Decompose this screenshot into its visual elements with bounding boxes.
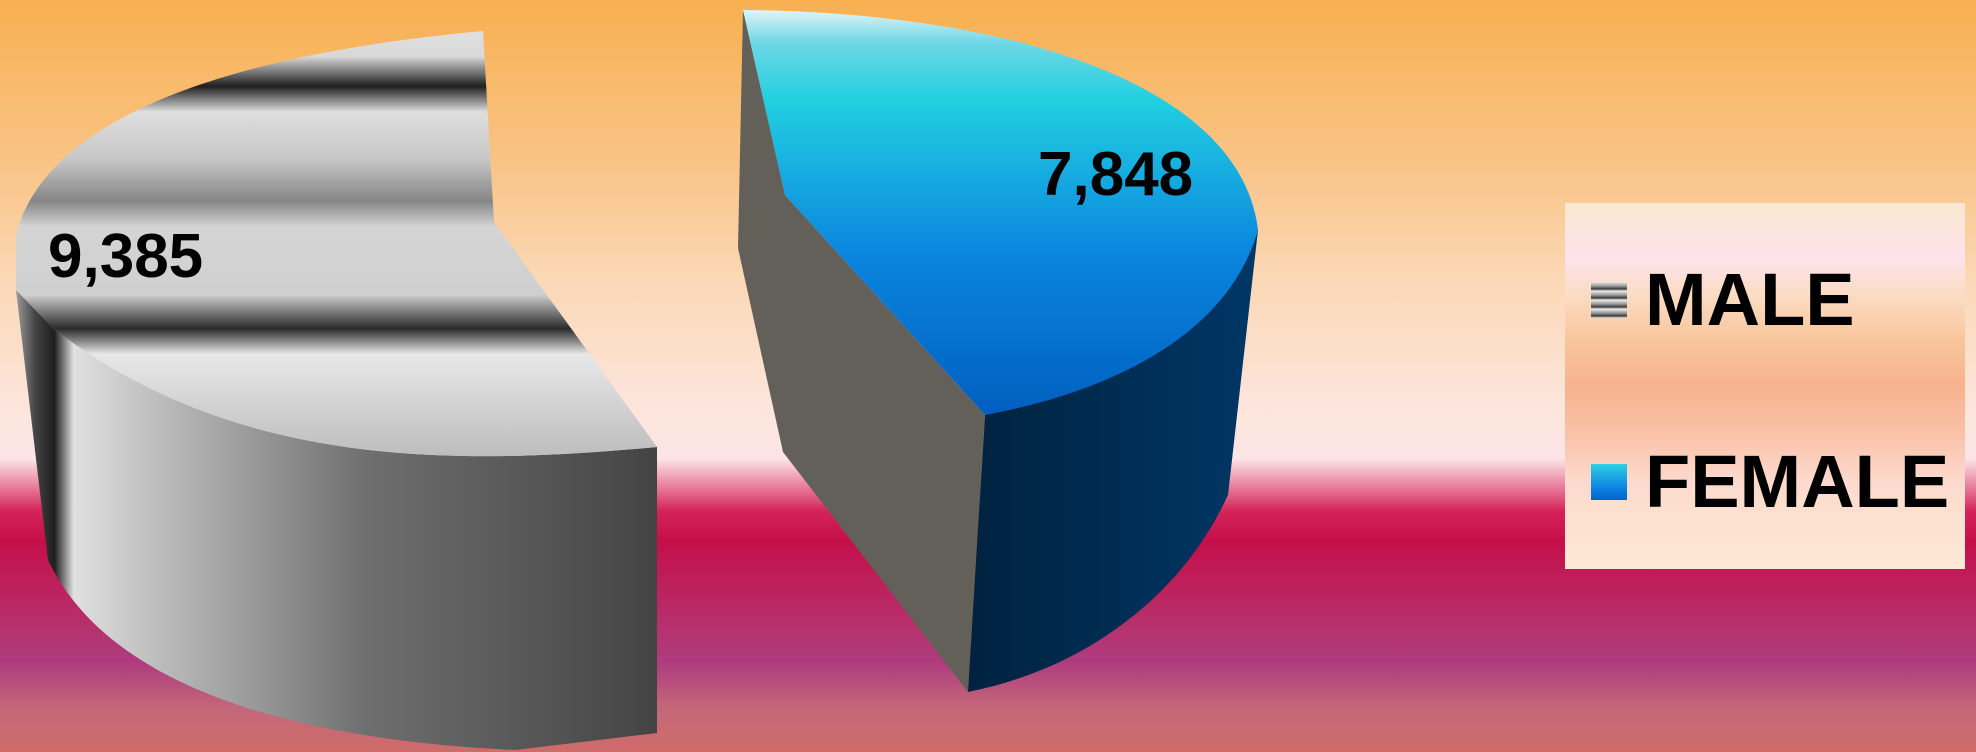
data-label-male: 9,385 bbox=[48, 222, 203, 291]
legend-item-male: MALE bbox=[1591, 263, 1855, 337]
legend-swatch-female bbox=[1591, 464, 1627, 500]
legend-label-male: MALE bbox=[1645, 258, 1855, 341]
legend-label-female: FEMALE bbox=[1645, 440, 1950, 523]
slice-male-top bbox=[16, 31, 657, 457]
legend: MALE FEMALE bbox=[1565, 203, 1965, 569]
slice-female-cut-face bbox=[738, 10, 985, 692]
slice-female bbox=[738, 10, 1258, 692]
slice-male-side bbox=[16, 290, 657, 750]
legend-swatch-male bbox=[1591, 282, 1627, 318]
slice-female-top bbox=[743, 10, 1258, 415]
slice-male bbox=[16, 31, 657, 750]
data-label-female: 7,848 bbox=[1038, 140, 1193, 209]
slice-female-side bbox=[968, 230, 1258, 692]
legend-item-female: FEMALE bbox=[1591, 445, 1949, 519]
